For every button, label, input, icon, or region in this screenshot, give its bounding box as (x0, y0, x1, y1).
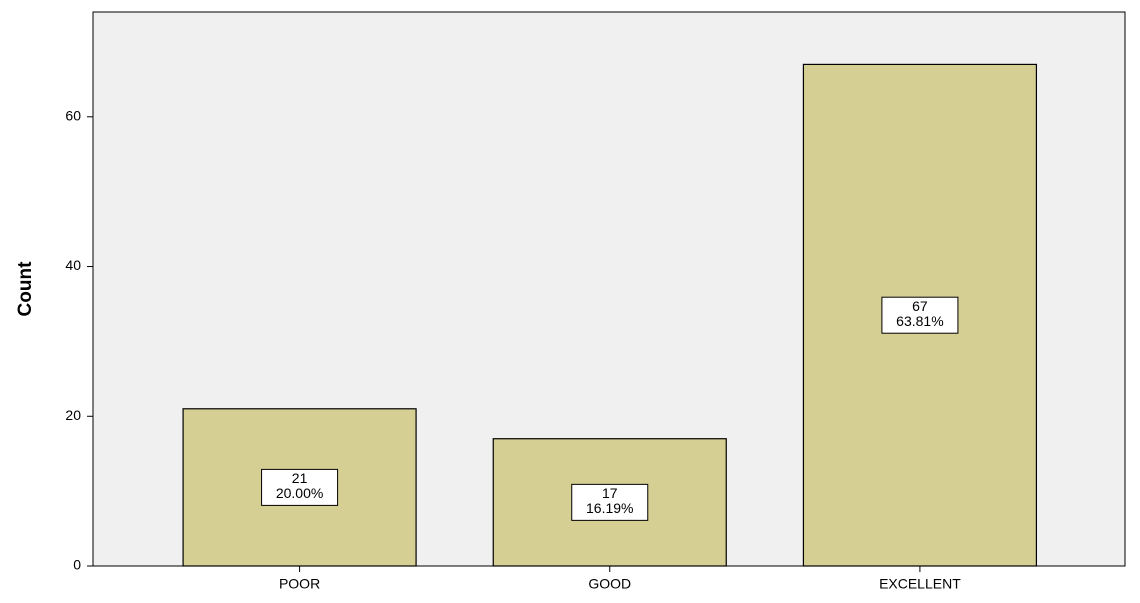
data-label-count: 17 (602, 485, 618, 501)
y-tick-label: 60 (65, 108, 81, 124)
data-label-box (571, 483, 649, 521)
x-tick-label: EXCELLENT (879, 576, 961, 592)
y-axis-title: Count (15, 261, 36, 317)
y-tick-label: 20 (65, 407, 81, 423)
data-label-box (881, 296, 959, 334)
y-tick-label: 40 (65, 257, 81, 273)
x-tick-label: GOOD (588, 576, 631, 592)
data-label-percent: 16.19% (586, 500, 633, 516)
data-label-count: 67 (912, 298, 928, 314)
data-label-count: 21 (292, 470, 308, 486)
x-tick-label: POOR (279, 576, 320, 592)
data-label-box (261, 468, 339, 506)
data-label-percent: 63.81% (896, 313, 943, 329)
y-tick-label: 0 (73, 557, 81, 573)
data-label-percent: 20.00% (276, 485, 323, 501)
